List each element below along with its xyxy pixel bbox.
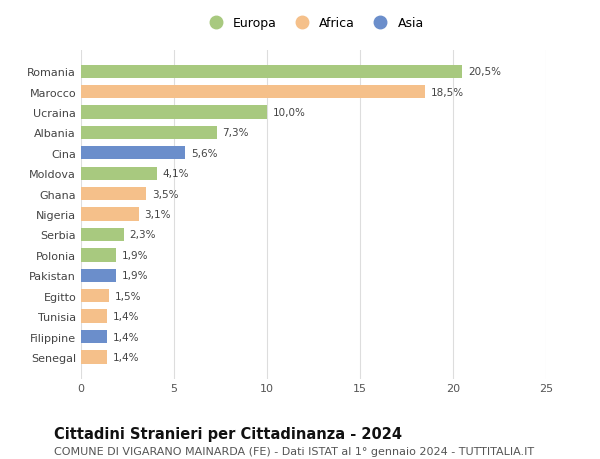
Text: 18,5%: 18,5% [431,87,464,97]
Bar [81,147,185,160]
Text: Cittadini Stranieri per Cittadinanza - 2024: Cittadini Stranieri per Cittadinanza - 2… [54,426,402,441]
Text: 7,3%: 7,3% [223,128,249,138]
Text: 4,1%: 4,1% [163,169,190,179]
Text: 1,4%: 1,4% [113,332,139,342]
Bar [81,65,463,78]
Text: 1,9%: 1,9% [122,271,148,280]
Bar [81,228,124,241]
Bar [81,208,139,221]
Bar [81,86,425,99]
Text: 10,0%: 10,0% [272,108,305,118]
Bar [81,188,146,201]
Text: 1,4%: 1,4% [113,352,139,362]
Bar [81,127,217,140]
Bar [81,269,116,282]
Bar [81,249,116,262]
Text: 1,5%: 1,5% [115,291,141,301]
Bar [81,351,107,364]
Text: 3,1%: 3,1% [144,210,171,219]
Bar [81,290,109,302]
Text: COMUNE DI VIGARANO MAINARDA (FE) - Dati ISTAT al 1° gennaio 2024 - TUTTITALIA.IT: COMUNE DI VIGARANO MAINARDA (FE) - Dati … [54,446,534,456]
Text: 3,5%: 3,5% [152,189,178,199]
Text: 5,6%: 5,6% [191,149,217,158]
Text: 20,5%: 20,5% [468,67,501,77]
Bar [81,310,107,323]
Text: 1,4%: 1,4% [113,311,139,321]
Bar [81,106,267,119]
Bar [81,167,157,180]
Text: 1,9%: 1,9% [122,250,148,260]
Text: 2,3%: 2,3% [130,230,156,240]
Bar [81,330,107,343]
Legend: Europa, Africa, Asia: Europa, Africa, Asia [203,17,424,30]
